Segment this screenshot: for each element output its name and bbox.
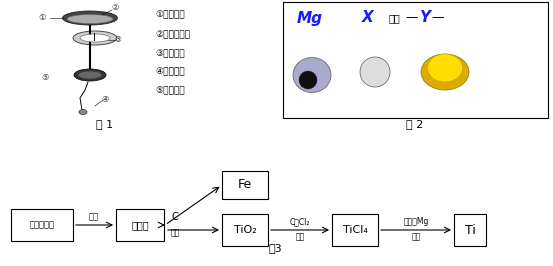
Text: ④铜质插头: ④铜质插头 xyxy=(155,68,185,77)
Ellipse shape xyxy=(67,15,113,23)
Text: 盐酸: 盐酸 xyxy=(388,13,400,23)
Text: 图3: 图3 xyxy=(268,243,282,253)
Text: ④: ④ xyxy=(101,95,109,105)
Text: C: C xyxy=(171,212,179,222)
Text: TiCl₄: TiCl₄ xyxy=(342,225,367,235)
Text: —: — xyxy=(406,11,418,24)
Text: I: I xyxy=(92,33,96,43)
FancyBboxPatch shape xyxy=(11,209,73,241)
Text: ⑤: ⑤ xyxy=(41,73,49,82)
Ellipse shape xyxy=(80,34,110,42)
Text: 图 2: 图 2 xyxy=(406,119,424,129)
Text: 图 1: 图 1 xyxy=(96,119,113,129)
Text: ③玻璃灯管: ③玻璃灯管 xyxy=(155,48,185,57)
Text: 选矿: 选矿 xyxy=(89,212,99,221)
FancyBboxPatch shape xyxy=(283,2,548,118)
Text: Mg: Mg xyxy=(297,10,323,26)
Ellipse shape xyxy=(360,57,390,87)
FancyBboxPatch shape xyxy=(454,214,486,246)
Text: ②铝箔反光灯: ②铝箔反光灯 xyxy=(155,30,190,39)
Text: Ti: Ti xyxy=(465,223,476,236)
Text: ①铁螺丝钉: ①铁螺丝钉 xyxy=(155,10,185,19)
Text: —: — xyxy=(432,11,444,24)
Text: ⑤塑料灯座: ⑤塑料灯座 xyxy=(155,86,185,95)
Text: Fe: Fe xyxy=(238,178,252,192)
FancyBboxPatch shape xyxy=(222,171,268,199)
Text: Y: Y xyxy=(420,10,430,26)
Ellipse shape xyxy=(74,69,106,81)
Text: X: X xyxy=(362,10,374,26)
Text: ①: ① xyxy=(38,14,46,23)
Text: 高温: 高温 xyxy=(411,232,421,241)
Text: 高温: 高温 xyxy=(295,232,305,241)
Ellipse shape xyxy=(73,31,117,45)
FancyBboxPatch shape xyxy=(332,214,378,246)
Text: 钒钛磁铁矿: 钒钛磁铁矿 xyxy=(29,221,55,230)
Ellipse shape xyxy=(79,110,87,114)
Text: ②: ② xyxy=(111,3,119,13)
Text: C、Cl₂: C、Cl₂ xyxy=(290,217,310,226)
FancyBboxPatch shape xyxy=(116,209,164,241)
Text: 足量的Mg: 足量的Mg xyxy=(403,217,429,226)
Ellipse shape xyxy=(293,57,331,93)
FancyBboxPatch shape xyxy=(222,214,268,246)
Ellipse shape xyxy=(427,54,462,82)
Text: ③: ③ xyxy=(114,35,122,44)
Ellipse shape xyxy=(78,71,102,79)
Text: TiO₂: TiO₂ xyxy=(233,225,257,235)
Ellipse shape xyxy=(421,54,469,90)
Text: 钛铁矿: 钛铁矿 xyxy=(131,220,149,230)
Ellipse shape xyxy=(299,71,317,89)
Text: 高温: 高温 xyxy=(170,228,180,237)
Ellipse shape xyxy=(62,11,117,25)
